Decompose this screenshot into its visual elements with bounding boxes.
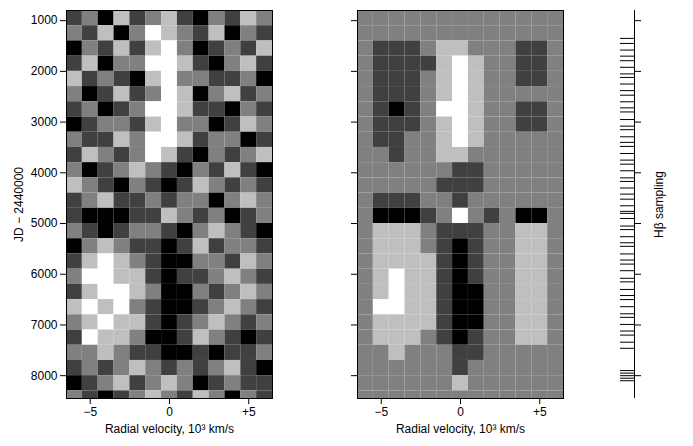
svg-text:0: 0 <box>457 405 464 419</box>
svg-text:8000: 8000 <box>31 369 58 383</box>
svg-text:−5: −5 <box>374 405 388 419</box>
svg-text:JD − 2440000: JD − 2440000 <box>12 167 26 242</box>
svg-text:4000: 4000 <box>31 166 58 180</box>
svg-text:Radial velocity, 10³ km/s: Radial velocity, 10³ km/s <box>105 422 234 436</box>
svg-text:Hβ sampling: Hβ sampling <box>652 171 666 238</box>
svg-text:1000: 1000 <box>31 13 58 27</box>
svg-text:Radial velocity, 10³ km/s: Radial velocity, 10³ km/s <box>396 422 525 436</box>
svg-text:+5: +5 <box>242 405 256 419</box>
svg-text:−5: −5 <box>83 405 97 419</box>
svg-text:5000: 5000 <box>31 216 58 230</box>
svg-text:7000: 7000 <box>31 318 58 332</box>
svg-text:0: 0 <box>166 405 173 419</box>
svg-text:2000: 2000 <box>31 64 58 78</box>
svg-text:+5: +5 <box>533 405 547 419</box>
svg-text:3000: 3000 <box>31 115 58 129</box>
svg-text:6000: 6000 <box>31 267 58 281</box>
